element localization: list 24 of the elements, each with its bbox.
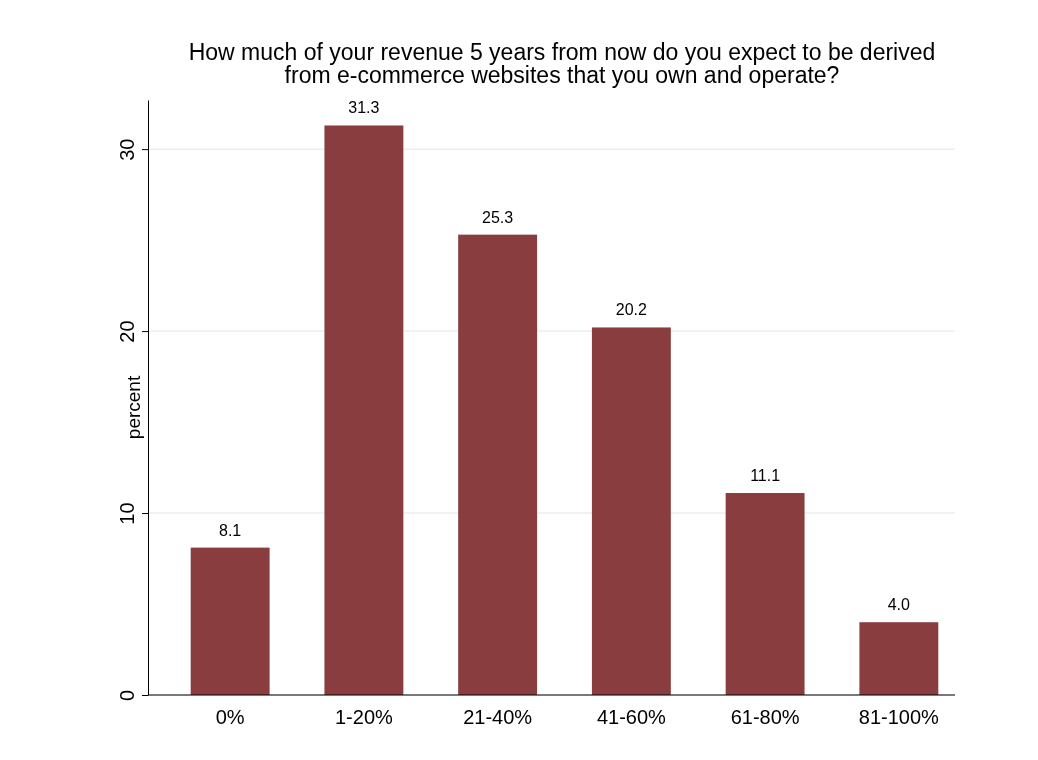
x-tick-label: 41-60% <box>596 706 667 728</box>
bar <box>591 327 671 695</box>
bar <box>725 493 805 695</box>
x-tick-label: 61-80% <box>730 706 800 728</box>
bar <box>324 125 404 695</box>
data-label: 25.3 <box>482 208 514 226</box>
data-label: 4.0 <box>887 596 911 614</box>
x-tick-label: 0% <box>215 706 245 728</box>
x-tick-label: 81-100% <box>858 706 940 728</box>
y-tick-label: 0 <box>116 689 138 702</box>
x-tick-label: 21-40% <box>463 706 533 728</box>
y-tick-label: 30 <box>116 138 138 161</box>
bar <box>190 547 270 695</box>
data-label: 8.1 <box>219 521 242 539</box>
data-label: 31.3 <box>348 99 380 117</box>
y-axis-title: percent <box>123 375 144 440</box>
bar <box>458 234 538 695</box>
chart-title: How much of your revenue 5 years from now do you expect to be derived from e-commerce websites that you own and operate? <box>188 39 936 88</box>
data-label: 11.1 <box>750 467 781 485</box>
y-tick-label: 10 <box>116 502 138 525</box>
x-tick-label: 1-20% <box>334 706 394 728</box>
y-tick-label: 20 <box>116 320 138 343</box>
data-label: 20.2 <box>615 301 648 319</box>
bar <box>859 622 939 695</box>
